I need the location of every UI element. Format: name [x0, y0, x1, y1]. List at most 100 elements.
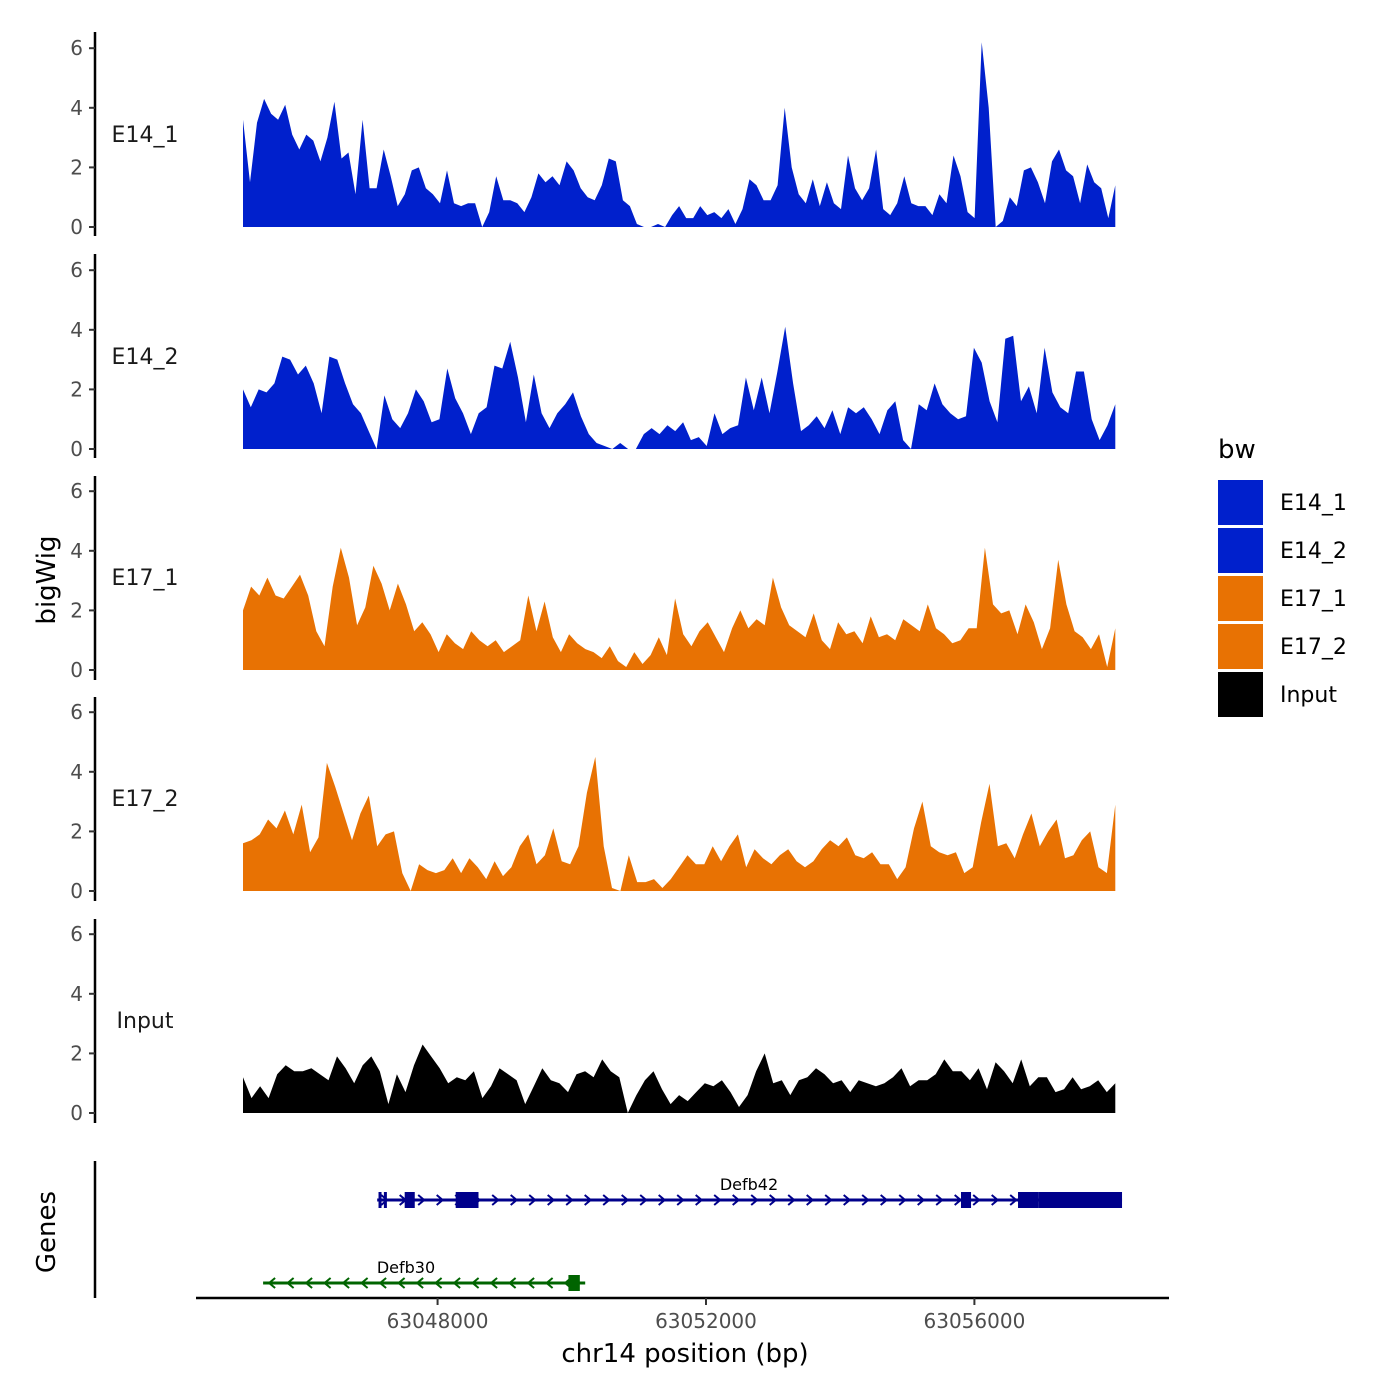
strand-arrow — [639, 1194, 648, 1206]
strand-arrow — [489, 1277, 498, 1289]
strand-arrow — [380, 1194, 389, 1206]
y-tick-label: 2 — [70, 155, 83, 179]
x-axis-title: chr14 position (bp) — [561, 1339, 808, 1369]
y-tick-label: 2 — [70, 598, 83, 622]
y-tick-label: 4 — [70, 760, 83, 784]
strand-arrow — [1009, 1194, 1018, 1206]
strand-arrow — [787, 1194, 796, 1206]
strand-arrow — [267, 1277, 276, 1289]
legend: bw E14_1 E14_2 E17_1 E17_2 Input — [1218, 435, 1347, 717]
strand-arrow — [676, 1194, 685, 1206]
strand-arrow — [323, 1277, 332, 1289]
strand-arrow — [286, 1277, 295, 1289]
exon — [378, 1192, 382, 1208]
exon — [568, 1275, 580, 1291]
gene-label: Defb42 — [720, 1175, 778, 1194]
strand-arrow — [584, 1194, 593, 1206]
strand-arrow — [565, 1194, 574, 1206]
exon — [960, 1192, 972, 1208]
strand-arrow — [880, 1194, 889, 1206]
track-E14_1: 0 2 4 6 E14_1 — [70, 32, 1116, 239]
strand-arrow — [452, 1277, 461, 1289]
strand-arrow — [917, 1194, 926, 1206]
legend-label: E17_1 — [1280, 587, 1347, 612]
gene-Defb30: Defb30 — [263, 1258, 586, 1291]
legend-label: Input — [1280, 683, 1337, 708]
coverage-tracks: 0 2 4 6 E14_1 0 2 4 6 E14_2 0 2 4 6 E17_1 0 2 4 6 E17_2 0 2 4 6… — [70, 32, 1116, 1125]
y-tick-label: 0 — [70, 658, 83, 682]
strand-arrow — [861, 1194, 870, 1206]
coverage-area-Input — [243, 1044, 1116, 1113]
legend-swatch-E14_1 — [1218, 480, 1263, 525]
track-Input: 0 2 4 6 Input — [70, 919, 1116, 1125]
track-label: E14_2 — [112, 345, 179, 370]
strand-arrow — [732, 1194, 741, 1206]
y-tick-label: 2 — [70, 377, 83, 401]
strand-arrow — [545, 1277, 554, 1289]
y-tick-label: 6 — [70, 36, 83, 60]
exon — [455, 1192, 479, 1208]
y-tick-label: 4 — [70, 318, 83, 342]
strand-arrow — [417, 1194, 426, 1206]
strand-arrow — [378, 1277, 387, 1289]
strand-arrow — [547, 1194, 556, 1206]
track-E17_1: 0 2 4 6 E17_1 — [70, 476, 1116, 682]
strand-arrow — [436, 1194, 445, 1206]
legend-swatch-E17_1 — [1218, 576, 1263, 621]
legend-label: E14_1 — [1280, 491, 1347, 516]
legend-swatch-Input — [1218, 672, 1263, 717]
y-axis-title: bigWig — [32, 535, 62, 624]
track-label: E17_2 — [112, 787, 179, 812]
strand-arrow — [434, 1277, 443, 1289]
coverage-area-E17_1 — [243, 547, 1116, 670]
exon — [1038, 1192, 1123, 1208]
strand-arrow — [341, 1277, 350, 1289]
strand-arrow — [528, 1194, 537, 1206]
coverage-area-E14_1 — [243, 42, 1116, 228]
y-tick-label: 6 — [70, 258, 83, 282]
y-tick-label: 4 — [70, 539, 83, 563]
strand-arrow — [602, 1194, 611, 1206]
track-label: Input — [117, 1009, 174, 1034]
strand-arrow — [972, 1194, 981, 1206]
genes-panel: Defb42 Defb30 — [93, 1161, 1123, 1298]
legend-swatch-E17_2 — [1218, 624, 1263, 669]
y-tick-label: 0 — [70, 215, 83, 239]
exon — [1018, 1192, 1039, 1208]
strand-arrow — [954, 1194, 963, 1206]
x-tick-label: 63056000 — [924, 1309, 1026, 1333]
strand-arrow — [526, 1277, 535, 1289]
gene-Defb42: Defb42 — [377, 1175, 1123, 1208]
legend-label: E14_2 — [1280, 539, 1347, 564]
strand-arrow — [415, 1277, 424, 1289]
y-tick-label: 4 — [70, 982, 83, 1006]
strand-arrow — [360, 1277, 369, 1289]
strand-arrow — [713, 1194, 722, 1206]
genes-panel-title: Genes — [32, 1191, 62, 1273]
y-tick-label: 0 — [70, 879, 83, 903]
strand-arrow — [769, 1194, 778, 1206]
gene-label: Defb30 — [377, 1258, 435, 1277]
strand-arrow — [695, 1194, 704, 1206]
x-tick-label: 63052000 — [655, 1309, 757, 1333]
strand-arrow — [750, 1194, 759, 1206]
track-E14_2: 0 2 4 6 E14_2 — [70, 254, 1116, 461]
y-tick-label: 4 — [70, 96, 83, 120]
strand-arrow — [621, 1194, 630, 1206]
track-label: E14_1 — [112, 123, 179, 148]
y-tick-label: 2 — [70, 819, 83, 843]
strand-arrow — [304, 1277, 313, 1289]
strand-arrow — [935, 1194, 944, 1206]
x-axis: 63048000 63052000 63056000 — [196, 1296, 1169, 1333]
y-tick-label: 6 — [70, 479, 83, 503]
strand-arrow — [658, 1194, 667, 1206]
coverage-area-E14_2 — [243, 326, 1116, 449]
strand-arrow — [824, 1194, 833, 1206]
legend-title: bw — [1218, 435, 1256, 465]
strand-arrow — [843, 1194, 852, 1206]
x-tick-label: 63048000 — [387, 1309, 489, 1333]
strand-arrow — [397, 1277, 406, 1289]
y-tick-label: 0 — [70, 437, 83, 461]
strand-arrow — [471, 1277, 480, 1289]
